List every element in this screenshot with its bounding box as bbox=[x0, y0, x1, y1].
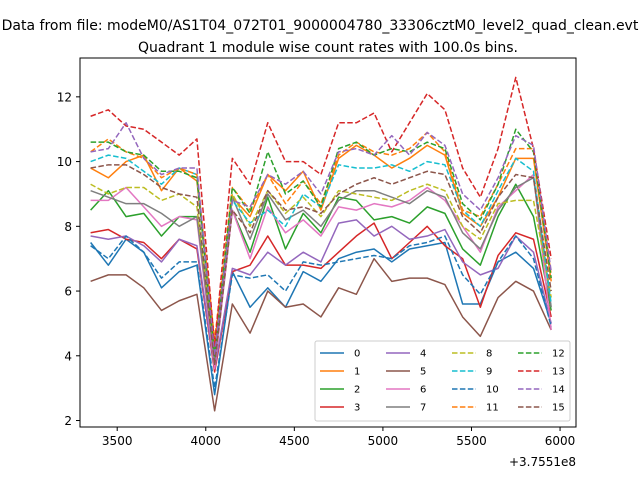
x-tick-label: 4500 bbox=[279, 434, 310, 448]
series-layer bbox=[90, 76, 552, 412]
plot-title: Quadrant 1 module wise count rates with … bbox=[138, 40, 518, 56]
series-line-14 bbox=[90, 121, 552, 357]
legend-label-2: 2 bbox=[354, 385, 360, 396]
legend-label-8: 8 bbox=[486, 349, 492, 360]
x-tick-label: 3500 bbox=[102, 434, 133, 448]
legend-label-15: 15 bbox=[552, 403, 565, 414]
series-line-5 bbox=[90, 257, 552, 412]
y-tick-label: 6 bbox=[64, 285, 72, 299]
x-tick-label: 6000 bbox=[545, 434, 576, 448]
x-tick-label: 4000 bbox=[190, 434, 221, 448]
series-line-8 bbox=[90, 183, 552, 357]
legend-box bbox=[314, 340, 571, 422]
legend-label-12: 12 bbox=[552, 349, 565, 360]
legend-label-6: 6 bbox=[420, 385, 426, 396]
y-tick-label: 2 bbox=[64, 414, 72, 428]
legend-label-11: 11 bbox=[486, 403, 499, 414]
series-line-1 bbox=[90, 144, 552, 347]
y-tick-label: 10 bbox=[57, 155, 72, 169]
legend-label-3: 3 bbox=[354, 403, 360, 414]
figure-suptitle: Data from file: modeM0/AS1T04_072T01_900… bbox=[2, 18, 639, 34]
legend-label-7: 7 bbox=[420, 403, 426, 414]
series-line-2 bbox=[90, 183, 552, 367]
series-line-0 bbox=[90, 238, 552, 396]
plot-area-frame bbox=[79, 57, 577, 428]
series-line-15 bbox=[90, 164, 552, 367]
legend-label-4: 4 bbox=[420, 349, 426, 360]
series-line-9 bbox=[90, 154, 552, 354]
series-line-7 bbox=[90, 177, 552, 364]
legend-label-14: 14 bbox=[552, 385, 565, 396]
legend-label-10: 10 bbox=[486, 385, 499, 396]
x-axis-offset-label: +3.7551e8 bbox=[509, 455, 576, 469]
series-line-13 bbox=[90, 76, 552, 347]
legend-label-5: 5 bbox=[420, 367, 426, 378]
x-tick-label: 5500 bbox=[456, 434, 487, 448]
y-tick-label: 8 bbox=[64, 220, 72, 234]
series-line-6 bbox=[90, 173, 552, 370]
legend-label-1: 1 bbox=[354, 367, 360, 378]
series-line-4 bbox=[90, 219, 552, 370]
legend-label-0: 0 bbox=[354, 349, 360, 360]
legend-label-9: 9 bbox=[486, 367, 492, 378]
series-line-3 bbox=[90, 222, 552, 373]
series-line-10 bbox=[90, 235, 552, 389]
series-line-12 bbox=[90, 128, 552, 357]
x-tick-label: 5000 bbox=[368, 434, 399, 448]
y-tick-label: 12 bbox=[57, 90, 72, 104]
y-tick-label: 4 bbox=[64, 349, 72, 363]
legend-label-13: 13 bbox=[552, 367, 565, 378]
